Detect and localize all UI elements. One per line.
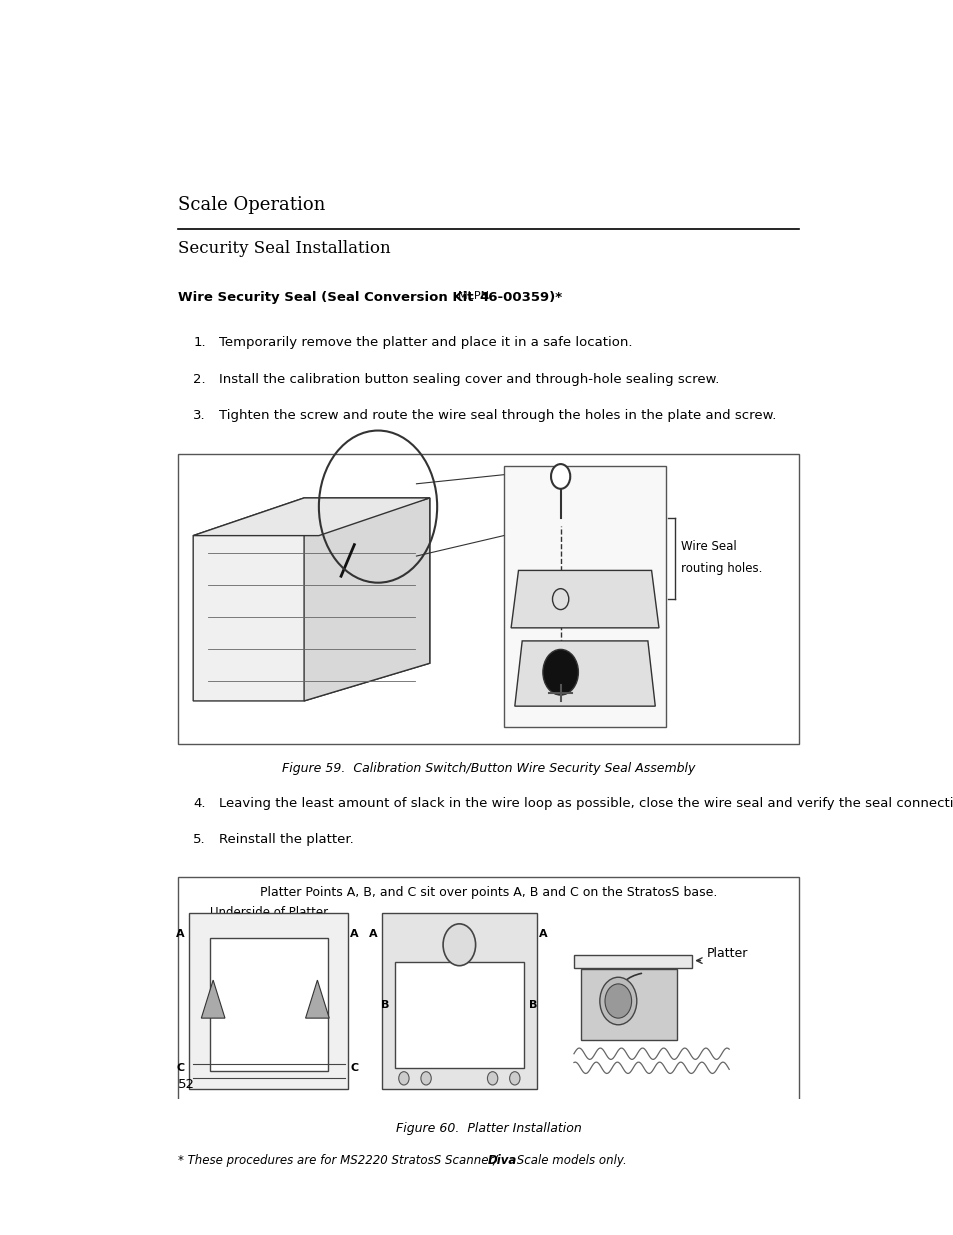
Circle shape bbox=[551, 464, 570, 489]
Text: 46-00359)*: 46-00359)* bbox=[478, 291, 562, 304]
Text: A: A bbox=[350, 929, 358, 940]
Circle shape bbox=[509, 1072, 519, 1086]
Text: 5.: 5. bbox=[193, 832, 206, 846]
Text: Figure 59.  Calibration Switch/Button Wire Security Seal Assembly: Figure 59. Calibration Switch/Button Wir… bbox=[282, 762, 695, 774]
Text: * These procedures are for MS2220 StratosS Scanner/: * These procedures are for MS2220 Strato… bbox=[178, 1155, 497, 1167]
Text: B: B bbox=[529, 999, 537, 1009]
Text: Leaving the least amount of slack in the wire loop as possible, close the wire s: Leaving the least amount of slack in the… bbox=[219, 797, 953, 810]
FancyBboxPatch shape bbox=[210, 937, 328, 1071]
Text: Install the calibration button sealing cover and through-hole sealing screw.: Install the calibration button sealing c… bbox=[219, 373, 719, 385]
Text: Platter: Platter bbox=[706, 947, 747, 960]
Text: routing holes.: routing holes. bbox=[680, 562, 761, 574]
Text: A: A bbox=[538, 929, 547, 940]
Circle shape bbox=[442, 924, 476, 966]
Text: Scale Operation: Scale Operation bbox=[178, 196, 325, 214]
Circle shape bbox=[487, 1072, 497, 1086]
Text: Reinstall the platter.: Reinstall the platter. bbox=[219, 832, 354, 846]
FancyBboxPatch shape bbox=[381, 913, 537, 1089]
Circle shape bbox=[604, 984, 631, 1018]
Text: 4.: 4. bbox=[193, 797, 206, 810]
Text: Wire Seal: Wire Seal bbox=[680, 540, 736, 553]
FancyBboxPatch shape bbox=[178, 454, 799, 745]
Text: Figure 60.  Platter Installation: Figure 60. Platter Installation bbox=[395, 1121, 581, 1135]
FancyBboxPatch shape bbox=[503, 466, 665, 727]
Polygon shape bbox=[580, 969, 677, 1040]
Polygon shape bbox=[511, 571, 659, 627]
Text: Scale models only.: Scale models only. bbox=[512, 1155, 626, 1167]
Polygon shape bbox=[193, 498, 429, 536]
FancyBboxPatch shape bbox=[395, 962, 523, 1068]
Circle shape bbox=[542, 650, 578, 695]
Polygon shape bbox=[305, 981, 329, 1018]
FancyBboxPatch shape bbox=[190, 913, 348, 1089]
Text: Security Seal Installation: Security Seal Installation bbox=[178, 241, 391, 257]
Circle shape bbox=[599, 977, 637, 1025]
Text: C: C bbox=[350, 1063, 358, 1073]
FancyBboxPatch shape bbox=[178, 877, 799, 1105]
Text: MLPN: MLPN bbox=[457, 291, 492, 301]
Polygon shape bbox=[193, 498, 429, 701]
Text: Underside of Platter: Underside of Platter bbox=[210, 906, 328, 919]
Text: 1.: 1. bbox=[193, 336, 206, 350]
Text: A: A bbox=[176, 929, 185, 940]
Circle shape bbox=[420, 1072, 431, 1086]
Text: Diva: Diva bbox=[487, 1155, 517, 1167]
Polygon shape bbox=[304, 498, 429, 701]
Circle shape bbox=[398, 1072, 409, 1086]
Text: Temporarily remove the platter and place it in a safe location.: Temporarily remove the platter and place… bbox=[219, 336, 632, 350]
Text: Tighten the screw and route the wire seal through the holes in the plate and scr: Tighten the screw and route the wire sea… bbox=[219, 409, 776, 422]
Polygon shape bbox=[201, 981, 225, 1018]
Text: 52: 52 bbox=[178, 1078, 195, 1092]
Polygon shape bbox=[574, 956, 692, 967]
Text: Platter Points A, B, and C sit over points A, B and C on the StratosS base.: Platter Points A, B, and C sit over poin… bbox=[260, 887, 717, 899]
Text: 2.: 2. bbox=[193, 373, 206, 385]
Text: 3.: 3. bbox=[193, 409, 206, 422]
Text: B: B bbox=[381, 999, 389, 1009]
Text: C: C bbox=[176, 1063, 185, 1073]
Polygon shape bbox=[515, 641, 655, 706]
Text: Wire Security Seal (Seal Conversion Kit: Wire Security Seal (Seal Conversion Kit bbox=[178, 291, 478, 304]
Text: A: A bbox=[368, 929, 376, 940]
